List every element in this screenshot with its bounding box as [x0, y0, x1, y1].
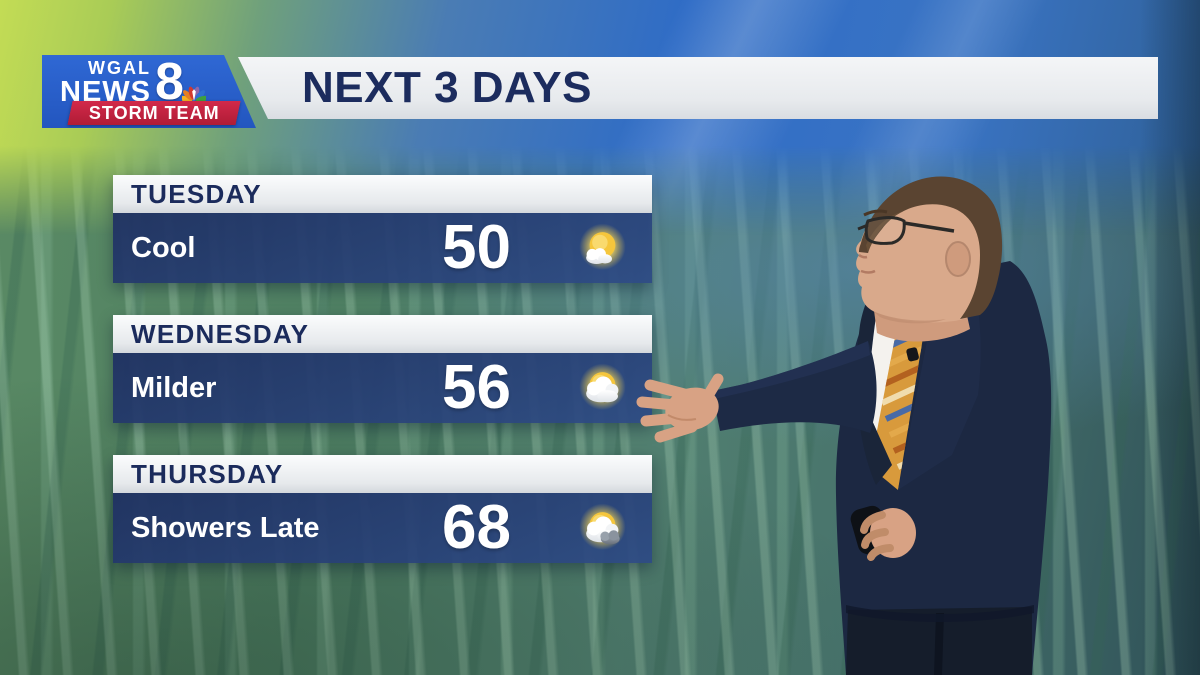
mostly-sunny-icon [575, 221, 630, 276]
day-label: WEDNESDAY [131, 318, 310, 349]
forecast-card-tuesday: TUESDAY Cool 50 [113, 175, 652, 283]
day-header-bar: WEDNESDAY [113, 315, 652, 353]
condition-label: Milder [131, 371, 217, 404]
day-header-bar: THURSDAY [113, 455, 652, 493]
page-title: NEXT 3 DAYS [302, 63, 592, 112]
lapel-mic [906, 347, 919, 362]
day-label: THURSDAY [131, 458, 284, 489]
ear [945, 241, 971, 277]
logo-channel-number: 8 [155, 53, 184, 111]
day-label: TUESDAY [131, 178, 262, 209]
logo-main: WGAL NEWS 8 [60, 59, 206, 107]
logo-call-letters: WGAL [88, 58, 151, 78]
gesturing-hand [636, 373, 724, 443]
nbc-peacock-icon [182, 83, 206, 105]
glasses [857, 216, 955, 245]
forecast-panel: TUESDAY Cool 50 [113, 175, 652, 595]
condition-label: Cool [131, 231, 196, 264]
forecast-card-wednesday: WEDNESDAY Milder 56 [113, 315, 652, 423]
storm-team-label: STORM TEAM [88, 102, 220, 123]
storm-team-banner: STORM TEAM [67, 101, 240, 125]
mostly-cloudy-icon [575, 361, 630, 416]
high-temp: 50 [442, 213, 511, 282]
header-bar: NEXT 3 DAYS [238, 57, 1158, 119]
forecast-row: Milder 56 [113, 353, 652, 423]
forecast-row: Cool 50 [113, 213, 652, 283]
forecast-row: Showers Late 68 [113, 493, 652, 563]
clicker-hand [850, 505, 916, 561]
showers-late-icon [575, 501, 630, 556]
station-logo: WGAL NEWS 8 STORM TEAM [42, 55, 256, 128]
condition-label: Showers Late [131, 511, 320, 544]
hair [859, 176, 1003, 319]
weather-presenter [636, 176, 1052, 675]
high-temp: 68 [442, 493, 511, 562]
forecast-card-thursday: THURSDAY Showers Late 68 [113, 455, 652, 563]
high-temp: 56 [442, 353, 511, 422]
day-header-bar: TUESDAY [113, 175, 652, 213]
